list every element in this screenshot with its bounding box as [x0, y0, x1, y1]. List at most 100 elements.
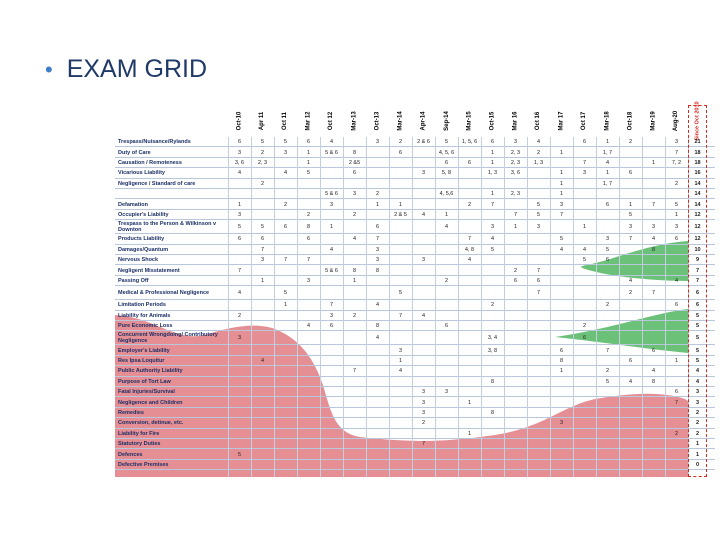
grid-line	[320, 137, 321, 477]
table-row: Fatal Injuries/Survival 3 3 6 3	[115, 387, 715, 398]
question-cell	[573, 366, 596, 376]
question-cell	[573, 147, 596, 157]
question-cell	[228, 179, 251, 189]
row-topic-label: Trespass to the Person & Wilkinson v Dow…	[118, 221, 217, 234]
question-cell	[412, 377, 435, 387]
question-cell	[458, 387, 481, 397]
question-cell: 2	[605, 368, 610, 375]
question-cell	[228, 397, 251, 407]
table-row: Statutory Duties 7 1	[115, 439, 715, 450]
question-cell	[274, 377, 297, 387]
question-cell: 5	[490, 246, 495, 253]
question-cell	[573, 449, 596, 459]
question-cell	[297, 439, 320, 449]
question-cell	[389, 397, 412, 407]
question-cell: 3	[352, 191, 357, 198]
question-cell	[320, 255, 343, 265]
question-cell	[550, 377, 573, 387]
question-cell	[228, 460, 251, 470]
question-cell: 6	[513, 277, 518, 284]
question-cell	[251, 345, 274, 355]
question-cell: 1	[260, 277, 265, 284]
question-cell	[320, 429, 343, 439]
question-cell	[366, 356, 389, 366]
question-cell	[412, 286, 435, 300]
question-cell	[228, 408, 251, 418]
question-cell	[435, 265, 458, 275]
question-cell	[320, 356, 343, 366]
question-cell	[573, 356, 596, 366]
column-header: Mar-13	[343, 105, 366, 137]
question-cell: 1	[237, 201, 242, 208]
question-cell: 4	[582, 246, 587, 253]
row-topic-label: Res Ipsa Loquitur	[118, 357, 165, 364]
grid-line	[435, 137, 436, 477]
total-cell: 2	[695, 420, 700, 427]
question-cell	[366, 286, 389, 300]
total-cell: 9	[695, 257, 700, 264]
question-cell: 5, 8	[441, 170, 452, 177]
question-cell	[228, 345, 251, 355]
row-topic-label: Negligence and Children	[118, 399, 183, 406]
question-cell	[366, 158, 389, 168]
question-cell	[458, 377, 481, 387]
question-cell	[274, 387, 297, 397]
question-cell	[366, 460, 389, 470]
question-cell	[435, 439, 458, 449]
question-cell	[481, 460, 504, 470]
question-cell	[343, 220, 366, 234]
grid-line	[228, 137, 229, 477]
row-topic-label: Employer's Liability	[118, 347, 170, 354]
question-cell	[504, 331, 527, 345]
question-cell	[320, 377, 343, 387]
question-cell	[550, 255, 573, 265]
question-cell	[251, 168, 274, 178]
question-cell	[596, 220, 619, 234]
question-cell	[389, 234, 412, 244]
question-cell	[504, 377, 527, 387]
question-cell	[642, 449, 665, 459]
question-cell	[389, 449, 412, 459]
row-topic-label: Limitation Periods	[118, 302, 166, 309]
question-cell	[412, 356, 435, 366]
question-cell	[320, 418, 343, 428]
slide-title: • EXAM GRID	[45, 55, 207, 84]
question-cell: 2, 3	[510, 191, 521, 198]
column-header: Mar-18	[596, 105, 619, 137]
question-cell	[251, 300, 274, 310]
question-cell	[619, 255, 642, 265]
table-row: Trespass/Nuisance/Rylands 6 5 5 6 4 3 2 2 & 6 5 1,…	[115, 137, 715, 148]
question-cell	[596, 189, 619, 199]
question-cell	[274, 439, 297, 449]
question-cell: 2	[352, 312, 357, 319]
column-headers: Oct-10 Apr 11 Oct 11 Mar 12 Oct 12 Mar-13 Oct-…	[115, 101, 715, 140]
question-cell	[274, 331, 297, 345]
question-cell	[274, 245, 297, 255]
question-cell: 2	[237, 312, 242, 319]
grid-line	[297, 137, 298, 477]
question-cell: 5	[536, 211, 541, 218]
question-cell	[412, 179, 435, 189]
column-header-label: Mar 16	[512, 111, 519, 131]
grid-line	[642, 137, 643, 477]
question-cell	[251, 199, 274, 209]
question-cell	[504, 321, 527, 331]
question-cell	[320, 210, 343, 220]
question-cell: 3	[559, 201, 564, 208]
total-cell: 6	[695, 290, 700, 297]
question-cell	[389, 418, 412, 428]
question-cell: 7	[237, 267, 242, 274]
total-cell: 2	[695, 409, 700, 416]
question-cell	[228, 387, 251, 397]
column-header-label: Aug-20	[673, 110, 680, 132]
total-cell: 3	[695, 399, 700, 406]
question-cell	[527, 179, 550, 189]
question-cell: 2, 3	[257, 159, 268, 166]
question-cell: 8	[306, 224, 311, 231]
question-cell	[573, 377, 596, 387]
column-header: Mar 17	[550, 105, 573, 137]
question-cell: 3	[490, 224, 495, 231]
question-cell: 4	[375, 335, 380, 342]
question-cell: 6	[674, 302, 679, 309]
question-cell: 4	[237, 290, 242, 297]
